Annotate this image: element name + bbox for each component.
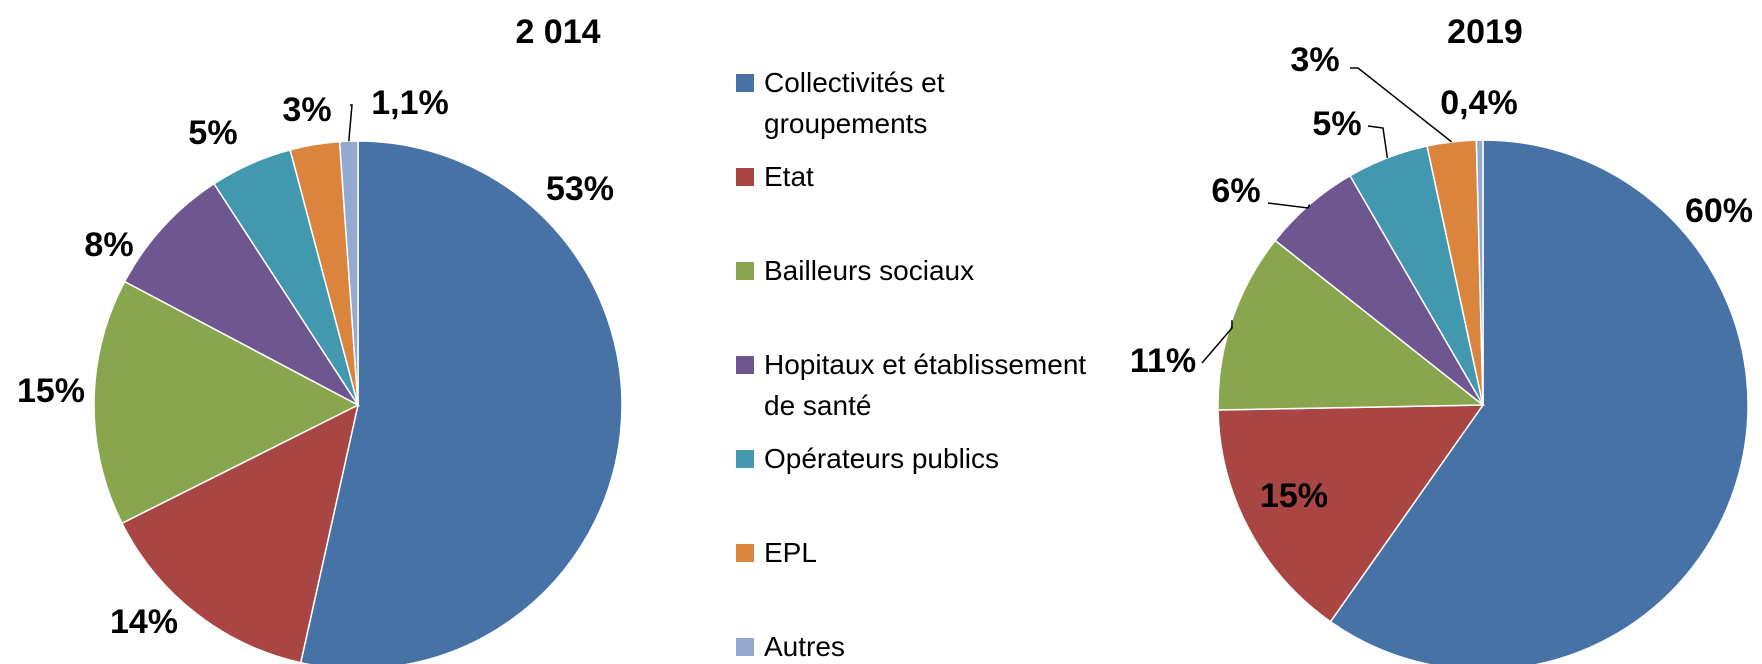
- pie-slice: [123, 182, 361, 408]
- legend-label: Hopitaux et établissement de santé: [764, 349, 1087, 421]
- pie-slice: [338, 140, 359, 406]
- legend-item: Opérateurs publics: [736, 438, 1096, 479]
- data-label: 53%: [546, 170, 614, 208]
- data-label: 6%: [1211, 172, 1260, 210]
- legend-label: Opérateurs publics: [764, 443, 1000, 474]
- pie-slice: [1475, 139, 1484, 406]
- data-label: 60%: [1685, 192, 1753, 230]
- legend-item: Hopitaux et établissement de santé: [736, 344, 1096, 426]
- legend-swatch: [736, 356, 754, 374]
- legend-swatch: [736, 638, 754, 656]
- legend-swatch: [736, 544, 754, 562]
- pie-slice: [1217, 404, 1485, 623]
- data-label: 5%: [188, 114, 237, 152]
- data-label: 11%: [1130, 342, 1196, 380]
- legend-swatch: [736, 168, 754, 186]
- legend-item: Collectivités et groupements: [736, 62, 1096, 144]
- pie-slice: [120, 403, 360, 664]
- data-label: 15%: [17, 372, 85, 410]
- pie-slice: [93, 280, 360, 525]
- leader-line: [1267, 202, 1311, 209]
- leader-line: [348, 104, 353, 142]
- data-label: 14%: [110, 603, 178, 641]
- chart-title: 2019: [1447, 13, 1523, 51]
- data-label: 8%: [84, 226, 133, 264]
- chart-title: 2 014: [515, 13, 600, 51]
- data-label: 3%: [282, 91, 331, 129]
- legend-item: Bailleurs sociaux: [736, 250, 1096, 291]
- leader-line: [1350, 67, 1453, 143]
- data-label: 3%: [1290, 41, 1339, 79]
- data-label: 0,4%: [1440, 84, 1518, 122]
- legend-swatch: [736, 262, 754, 280]
- legend-label: EPL: [764, 537, 817, 568]
- legend-item: Etat: [736, 156, 1096, 197]
- pie-slice: [1217, 239, 1486, 411]
- leader-line: [1367, 125, 1389, 158]
- legend-label: Collectivités et groupements: [764, 67, 945, 139]
- pie-slice: [1329, 139, 1749, 664]
- leader-line: [1201, 320, 1233, 364]
- data-label: 1,1%: [371, 84, 449, 122]
- legend-label: Autres: [764, 631, 845, 662]
- legend-item: Autres: [736, 626, 1096, 664]
- legend-label: Bailleurs sociaux: [764, 255, 975, 286]
- legend-label: Etat: [764, 161, 814, 192]
- legend-item: EPL: [736, 532, 1096, 573]
- legend-swatch: [736, 450, 754, 468]
- data-label: 5%: [1312, 105, 1361, 143]
- data-label: 15%: [1260, 477, 1328, 515]
- pie-slice: [299, 140, 623, 664]
- legend-swatch: [736, 74, 754, 92]
